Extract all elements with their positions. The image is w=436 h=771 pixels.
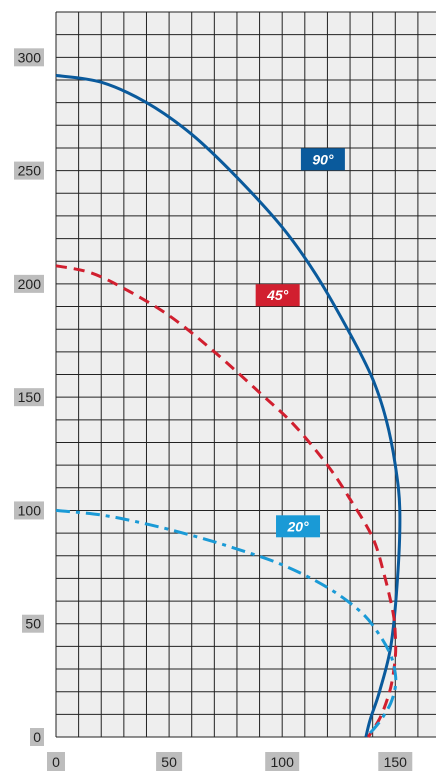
y-tick-label-bg bbox=[14, 161, 44, 180]
y-tick: 200 bbox=[14, 274, 44, 293]
y-tick-label: 150 bbox=[18, 389, 42, 405]
x-tick: 0 bbox=[47, 752, 65, 771]
x-tick: 150 bbox=[378, 752, 413, 771]
grid bbox=[55, 11, 436, 738]
y-tick-label-bg bbox=[22, 614, 44, 633]
annotation-layer: 90° 45° 20° bbox=[255, 148, 345, 538]
series-badge-label: 90° bbox=[312, 151, 334, 167]
x-tick-label: 50 bbox=[161, 754, 177, 770]
x-tick: 100 bbox=[265, 752, 300, 771]
series-line-1 bbox=[55, 264, 398, 738]
x-tick-label-bg bbox=[156, 752, 183, 771]
series-badge-bg bbox=[276, 515, 321, 538]
y-tick-label: 100 bbox=[18, 502, 42, 518]
x-tick-label: 0 bbox=[52, 754, 60, 770]
y-tick-label-bg bbox=[30, 728, 44, 746]
x-tick-label: 100 bbox=[271, 754, 295, 770]
series-line-0 bbox=[55, 73, 402, 738]
x-axis-ticks: 0 50 100 150 bbox=[47, 752, 413, 771]
series-badge-bg bbox=[300, 148, 345, 171]
x-tick-label-bg bbox=[47, 752, 65, 771]
y-tick: 50 bbox=[22, 614, 44, 633]
x-tick: 50 bbox=[156, 752, 183, 771]
series-badge-label: 20° bbox=[286, 518, 309, 534]
y-tick: 250 bbox=[14, 161, 44, 180]
y-tick-label: 50 bbox=[25, 616, 41, 632]
y-tick-label: 0 bbox=[33, 729, 41, 745]
x-tick-label: 150 bbox=[384, 754, 408, 770]
y-tick: 0 bbox=[30, 728, 44, 746]
y-tick: 100 bbox=[14, 501, 44, 520]
series-layer bbox=[55, 73, 402, 739]
y-tick-label: 250 bbox=[18, 163, 42, 179]
series-badge-label: 45° bbox=[266, 287, 289, 303]
series-badge: 90° bbox=[300, 148, 345, 171]
y-tick-label: 300 bbox=[18, 49, 42, 65]
y-axis-ticks: 0 50 100 150 200 250 300 bbox=[14, 48, 44, 746]
y-tick: 150 bbox=[14, 388, 44, 407]
y-tick-label-bg bbox=[14, 501, 44, 520]
y-tick-label-bg bbox=[14, 274, 44, 293]
series-badge: 20° bbox=[276, 515, 321, 538]
y-tick-label-bg bbox=[14, 48, 44, 67]
x-tick-label-bg bbox=[265, 752, 300, 771]
series-line-2 bbox=[55, 508, 398, 739]
series-badge: 45° bbox=[255, 284, 300, 307]
y-tick: 300 bbox=[14, 48, 44, 67]
y-tick-label-bg bbox=[14, 388, 44, 407]
y-tick-label: 200 bbox=[18, 276, 42, 292]
series-badge-bg bbox=[255, 284, 300, 307]
x-tick-label-bg bbox=[378, 752, 413, 771]
